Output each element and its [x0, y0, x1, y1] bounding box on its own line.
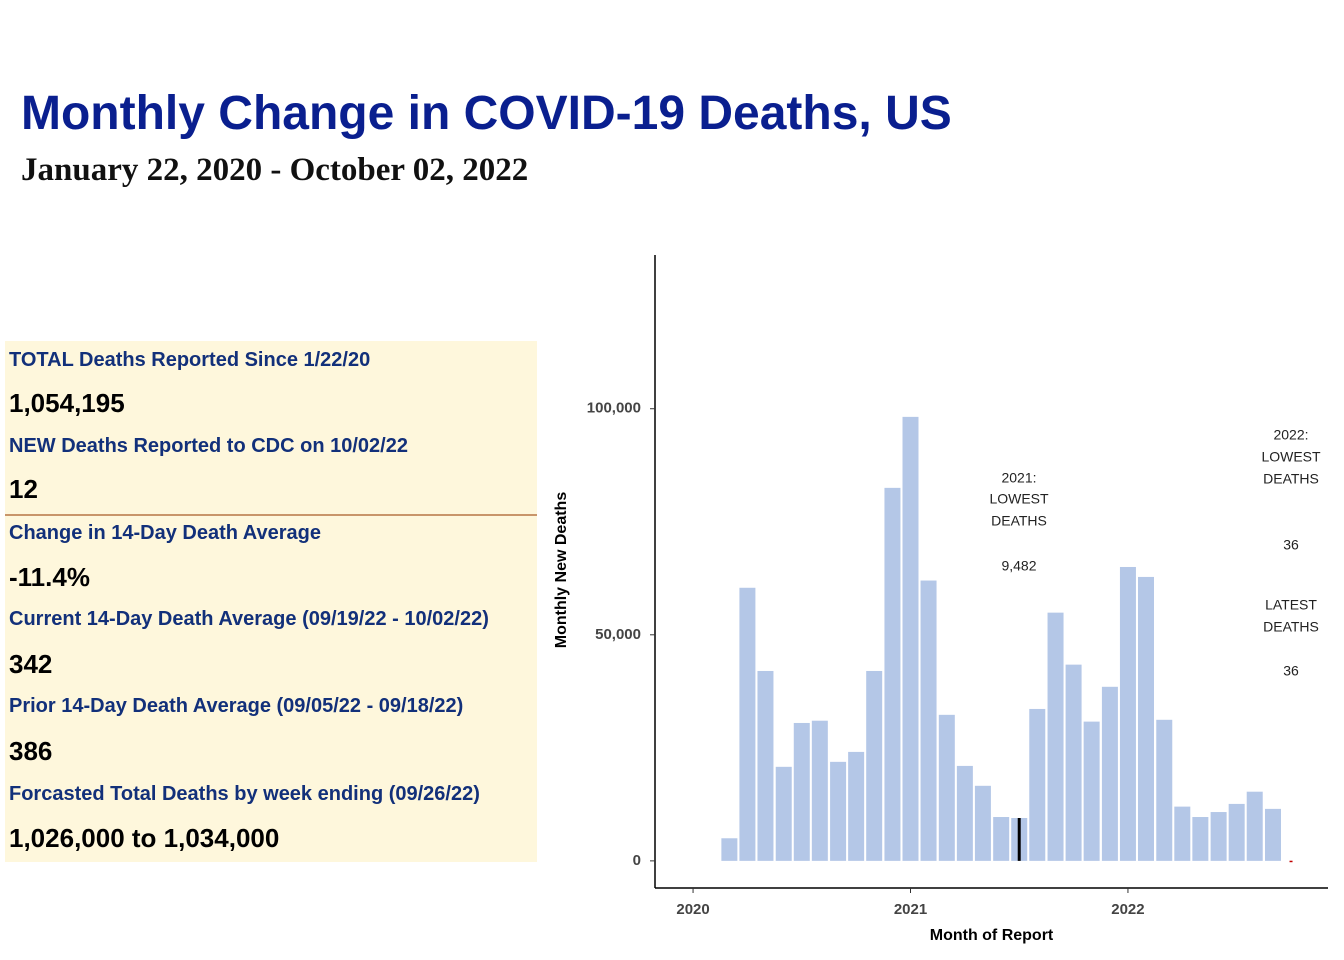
stat-value: 342 — [9, 649, 53, 679]
bar — [993, 817, 1010, 861]
bar — [956, 765, 973, 861]
title: Monthly Change in COVID-19 Deaths, US — [21, 87, 952, 140]
y-tick-label: 50,000 — [595, 626, 641, 643]
stat-value: 386 — [9, 736, 53, 766]
stat-label: NEW Deaths Reported to CDC on 10/02/22 — [9, 435, 408, 457]
annotation: 2021: — [1001, 470, 1036, 486]
bar — [1137, 576, 1154, 861]
y-tick-label: 0 — [633, 852, 641, 869]
bar — [1210, 812, 1227, 861]
annotation: DEATHS — [1263, 619, 1319, 635]
bar — [920, 580, 937, 861]
bar — [1047, 612, 1064, 861]
stat-label: TOTAL Deaths Reported Since 1/22/20 — [9, 349, 371, 371]
bar — [1192, 817, 1209, 861]
bar — [902, 416, 919, 861]
bar — [811, 720, 828, 861]
stats-panel: TOTAL Deaths Reported Since 1/22/20 1,054… — [5, 341, 537, 862]
bar — [1083, 721, 1100, 861]
bar — [1101, 686, 1118, 861]
bar — [1174, 806, 1191, 861]
annotation: 2022: — [1273, 427, 1308, 443]
bar — [830, 761, 847, 861]
bar — [884, 487, 901, 861]
bar — [739, 587, 756, 861]
bar — [1228, 803, 1245, 861]
bar — [1029, 708, 1046, 861]
annotation: LOWEST — [989, 491, 1049, 507]
x-tick-label: 2020 — [676, 901, 709, 918]
annotation: 36 — [1283, 537, 1299, 553]
stat-value: -11.4% — [9, 562, 90, 592]
x-axis-label: Month of Report — [930, 927, 1054, 944]
stat-label: Prior 14-Day Death Average (09/05/22 - 0… — [9, 695, 464, 717]
bar — [866, 670, 883, 861]
divider — [5, 514, 537, 516]
x-tick-label: 2022 — [1111, 901, 1144, 918]
bar — [1065, 664, 1082, 861]
annotation: DEATHS — [991, 513, 1047, 529]
annotation: LATEST — [1265, 597, 1317, 613]
annotation: DEATHS — [1263, 471, 1319, 487]
bar — [721, 838, 738, 861]
bar — [938, 714, 955, 861]
bar — [1264, 808, 1281, 861]
bar — [1119, 566, 1136, 861]
stat-label: Change in 14-Day Death Average — [9, 522, 321, 544]
stat-value: 1,026,000 to 1,034,000 — [9, 823, 280, 853]
x-tick-label: 2021 — [894, 901, 927, 918]
annotation: LOWEST — [1261, 449, 1321, 465]
y-tick-label: 100,000 — [587, 400, 641, 417]
bar — [1289, 860, 1293, 863]
bar — [974, 785, 991, 861]
annotation: 36 — [1283, 663, 1299, 679]
stat-label: Forcasted Total Deaths by week ending (0… — [9, 783, 480, 805]
bar — [1017, 817, 1021, 861]
annotation: 9,482 — [1001, 558, 1036, 574]
y-axis-label: Monthly New Deaths — [553, 492, 570, 649]
stat-value: 12 — [9, 474, 38, 504]
bar — [757, 670, 774, 861]
bar — [1156, 719, 1173, 861]
bar — [775, 766, 792, 861]
bar — [793, 722, 810, 861]
stat-value: 1,054,195 — [9, 388, 125, 418]
stat-label: Current 14-Day Death Average (09/19/22 -… — [9, 608, 489, 630]
bar — [1246, 791, 1263, 861]
bar — [848, 751, 865, 861]
subtitle: January 22, 2020 - October 02, 2022 — [21, 152, 529, 188]
